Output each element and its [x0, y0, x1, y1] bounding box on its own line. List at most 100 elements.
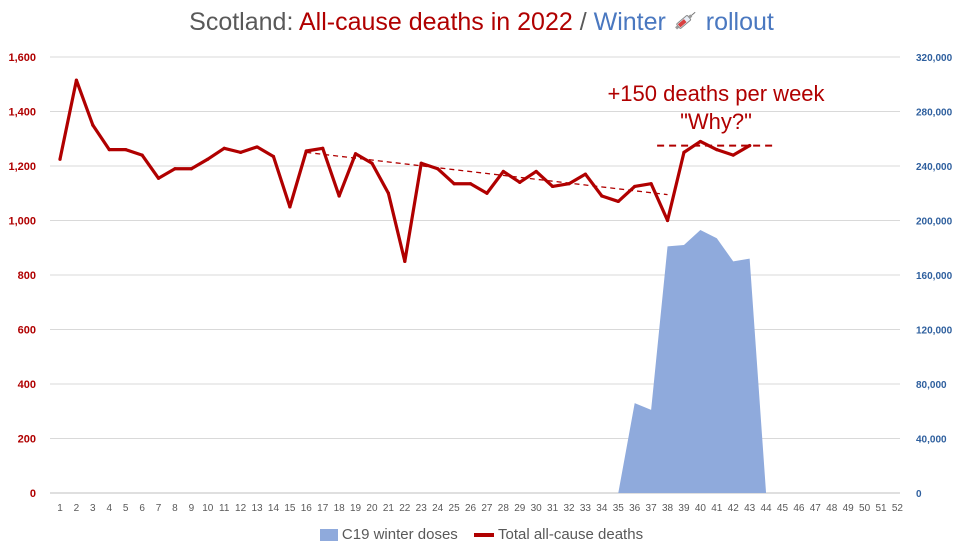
x-axis-tick-label: 45 [777, 503, 789, 514]
x-axis-tick-label: 40 [695, 503, 707, 514]
deaths-data-point [156, 176, 161, 180]
x-axis-tick-label: 14 [268, 503, 280, 514]
x-axis-tick-label: 51 [875, 503, 887, 514]
x-axis-ticks: 1 2 3 4 5 6 7 8 9 10 11 12 13 14 15 16 17 18 19 20 21 22 23 24 2… [57, 503, 903, 514]
deaths-data-point [91, 123, 95, 127]
x-axis-tick-label: 52 [892, 503, 904, 514]
x-axis-tick-label: 43 [744, 503, 756, 514]
x-axis-tick-label: 9 [189, 503, 195, 514]
deaths-data-point [665, 218, 670, 223]
right-axis-tick-label: 320,000 [916, 53, 953, 64]
left-axis-tick-label: 600 [18, 325, 36, 337]
x-axis-tick-label: 12 [235, 503, 247, 514]
deaths-data-point [386, 191, 390, 195]
x-axis-tick-label: 20 [366, 503, 378, 514]
x-axis-tick-label: 10 [202, 503, 214, 514]
left-axis-ticks: 0 200 400 600 800 1,000 1,200 1,400 1,600 [8, 52, 36, 500]
x-axis-tick-label: 17 [317, 503, 329, 514]
x-axis-tick-label: 29 [514, 503, 526, 514]
x-axis-tick-label: 49 [843, 503, 855, 514]
legend-swatch-deaths [473, 532, 494, 537]
deaths-data-point [74, 78, 79, 82]
deaths-data-point [518, 180, 522, 184]
left-axis-tick-label: 1,400 [8, 107, 36, 119]
chart-title: Scotland: All-cause deaths in 2022 / Win… [0, 8, 963, 38]
title-part-rollout: rollout [698, 8, 774, 36]
x-axis-tick-label: 36 [629, 503, 641, 514]
deaths-data-point [107, 148, 111, 152]
deaths-series-line [58, 78, 752, 263]
x-axis-tick-label: 21 [383, 503, 395, 514]
syringe-icon [673, 9, 699, 38]
right-axis-tick-label: 120,000 [916, 326, 953, 337]
x-axis-tick-label: 23 [416, 503, 428, 514]
x-axis-tick-label: 6 [139, 503, 145, 514]
x-axis-tick-label: 32 [563, 503, 575, 514]
x-axis-tick-label: 28 [498, 503, 510, 514]
deaths-data-point [419, 161, 423, 165]
deaths-data-point [403, 259, 407, 263]
x-axis-tick-label: 35 [613, 503, 625, 514]
left-axis-tick-label: 1,200 [8, 161, 36, 173]
deaths-data-point [239, 150, 243, 154]
deaths-data-point [173, 167, 177, 171]
deaths-data-point [731, 153, 735, 157]
right-axis-ticks: 0 40,000 80,000 120,000 160,000 200,000 240,00… [916, 53, 953, 500]
left-axis-tick-label: 200 [18, 434, 36, 446]
deaths-data-point [206, 157, 210, 161]
deaths-data-point [304, 149, 308, 153]
deaths-data-point [321, 146, 325, 150]
x-axis-tick-label: 15 [284, 503, 296, 514]
x-axis-tick-label: 25 [449, 503, 461, 514]
title-part-winter: Winter [593, 8, 673, 36]
deaths-data-point [124, 148, 128, 152]
deaths-data-point [633, 184, 637, 189]
deaths-data-point [649, 182, 653, 186]
legend-item-doses: C19 winter doses [319, 526, 458, 543]
deaths-data-point [468, 182, 473, 186]
x-axis-tick-label: 41 [711, 503, 723, 514]
deaths-data-point [337, 194, 341, 198]
deaths-data-point [222, 146, 226, 150]
right-axis-tick-label: 240,000 [916, 162, 953, 173]
x-axis-tick-label: 26 [465, 503, 477, 514]
x-axis-tick-label: 27 [481, 503, 493, 514]
left-axis-tick-label: 0 [30, 488, 36, 500]
deaths-data-point [189, 167, 193, 171]
deaths-data-point [58, 157, 62, 161]
title-part-scotland: Scotland: [189, 8, 299, 36]
x-axis-tick-label: 16 [301, 503, 313, 514]
deaths-data-point [140, 153, 144, 157]
deaths-data-point [485, 191, 489, 195]
legend: C19 winter doses Total all-cause deaths [0, 525, 963, 543]
x-axis-tick-label: 34 [596, 503, 608, 514]
right-axis-tick-label: 0 [916, 489, 922, 500]
legend-swatch-doses [319, 528, 338, 541]
deaths-data-point [698, 139, 702, 144]
deaths-data-point [748, 143, 752, 148]
trendline [306, 151, 668, 196]
deaths-data-point [288, 205, 292, 209]
left-axis-tick-label: 400 [18, 379, 36, 391]
x-axis-tick-label: 30 [531, 503, 543, 514]
x-axis-tick-label: 4 [106, 503, 112, 514]
x-axis-tick-label: 47 [810, 503, 822, 514]
x-axis-tick-label: 42 [728, 503, 740, 514]
right-axis-tick-label: 40,000 [916, 435, 947, 446]
legend-label-deaths: Total all-cause deaths [497, 525, 644, 543]
x-axis-tick-label: 2 [74, 503, 80, 514]
gridlines [50, 56, 900, 494]
left-axis-tick-label: 1,000 [8, 216, 36, 228]
x-axis-tick-label: 39 [678, 503, 690, 514]
x-axis-tick-label: 31 [547, 503, 559, 514]
x-axis-tick-label: 1 [57, 503, 63, 514]
deaths-data-point [255, 145, 259, 149]
annotation-increase: +150 deaths per week [607, 81, 825, 106]
left-axis-tick-label: 1,600 [8, 52, 36, 64]
x-axis-tick-label: 19 [350, 503, 362, 514]
deaths-data-point [600, 194, 604, 198]
x-axis-tick-label: 44 [760, 503, 772, 514]
x-axis-tick-label: 48 [826, 503, 838, 514]
x-axis-tick-label: 5 [123, 503, 129, 514]
